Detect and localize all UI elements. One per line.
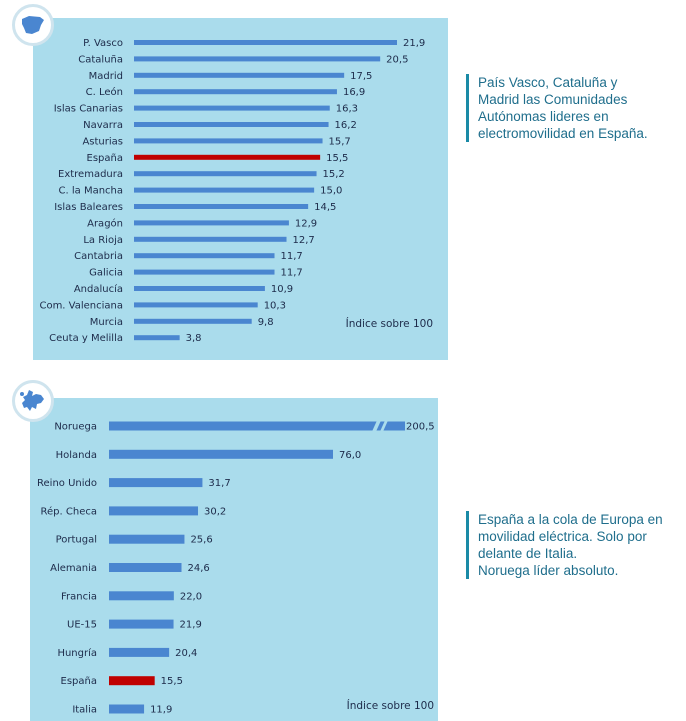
category-label: C. León [86, 86, 123, 98]
spain-caption: País Vasco, Cataluña y Madrid las Comuni… [466, 74, 678, 142]
axis-break-mark [380, 420, 388, 432]
value-label: 30,2 [204, 506, 226, 517]
value-label: 12,9 [295, 218, 317, 229]
value-label: 10,3 [264, 300, 286, 311]
category-label: Com. Valenciana [39, 300, 123, 311]
category-label: Andalucía [74, 283, 123, 295]
value-label: 11,7 [281, 268, 303, 279]
bar [134, 269, 275, 275]
category-label: Alemania [50, 563, 97, 574]
europe-caption: España a la cola de Europa en movilidad … [466, 511, 686, 579]
bar [109, 619, 174, 629]
highlight-bar [109, 676, 155, 686]
category-label: Aragón [87, 217, 123, 229]
category-label: Rép. Checa [41, 505, 97, 517]
bar [134, 318, 252, 324]
value-label: 24,6 [188, 563, 210, 574]
bar [134, 204, 309, 209]
value-label: 20,5 [386, 54, 408, 65]
category-label: Hungría [57, 647, 97, 659]
category-label: Cataluña [78, 54, 123, 65]
bar [134, 138, 323, 144]
category-label: Portugal [56, 535, 97, 546]
value-label: 21,9 [403, 38, 425, 49]
bar [109, 478, 203, 488]
bar [134, 105, 330, 111]
category-label: Cantabria [74, 251, 123, 262]
category-label: Islas Canarias [54, 104, 123, 115]
axis-break-mark [372, 420, 381, 432]
bar [134, 187, 315, 193]
value-label: 10,9 [271, 284, 293, 295]
category-label: España [61, 676, 97, 687]
category-label: Francia [61, 591, 97, 602]
category-label: Ceuta y Melilla [49, 333, 123, 344]
highlight-bar [134, 154, 321, 160]
category-label: España [87, 153, 123, 164]
category-label: Islas Baleares [54, 202, 123, 213]
index-note: Índice sobre 100 [346, 317, 433, 330]
value-label: 12,7 [293, 235, 315, 246]
value-label: 15,5 [161, 676, 183, 687]
value-label: 11,9 [150, 705, 172, 716]
bar [109, 563, 182, 572]
bar [109, 647, 170, 657]
bar [134, 335, 180, 341]
bar [134, 302, 258, 308]
category-label: Reino Unido [37, 478, 97, 489]
bar [134, 56, 381, 62]
value-label: 15,0 [320, 186, 342, 197]
spain-map-icon [12, 4, 54, 46]
category-label: C. la Mancha [59, 186, 123, 197]
category-label: Galicia [89, 268, 123, 279]
value-label: 3,8 [186, 333, 202, 344]
bar [109, 506, 199, 516]
value-label: 20,4 [175, 648, 197, 659]
value-label: 21,9 [180, 620, 202, 631]
value-label: 15,2 [323, 169, 345, 180]
category-label: Murcia [90, 317, 123, 328]
value-label: 31,7 [208, 478, 230, 489]
value-label: 16,2 [335, 120, 357, 131]
bar [134, 40, 397, 45]
index-note: Índice sobre 100 [347, 699, 434, 712]
value-label: 16,3 [336, 104, 358, 115]
value-label: 16,9 [343, 87, 365, 98]
category-label: Navarra [83, 120, 123, 131]
bar [134, 253, 275, 259]
value-label: 200,5 [406, 422, 435, 433]
category-label: Italia [72, 705, 97, 716]
category-label: La Rioja [83, 235, 123, 246]
value-label: 15,7 [329, 136, 351, 147]
category-label: Noruega [54, 422, 97, 433]
bar [134, 286, 265, 291]
bar [109, 534, 185, 544]
bar [134, 72, 345, 78]
bar [109, 449, 333, 459]
bar [134, 220, 289, 226]
bar [134, 171, 317, 177]
bar [109, 591, 174, 601]
value-label: 17,5 [350, 71, 372, 82]
value-label: 22,0 [180, 591, 202, 602]
value-label: 14,5 [314, 202, 336, 213]
bar [109, 421, 405, 431]
bar [134, 122, 329, 127]
bar [134, 89, 337, 95]
category-label: Asturias [82, 136, 123, 147]
value-label: 25,6 [190, 535, 212, 546]
category-label: Extremadura [58, 169, 123, 180]
bar [109, 704, 145, 714]
category-label: UE-15 [67, 620, 97, 631]
value-label: 9,8 [258, 317, 274, 328]
value-label: 11,7 [281, 251, 303, 262]
category-label: P. Vasco [83, 38, 123, 49]
category-label: Holanda [56, 450, 97, 461]
category-label: Madrid [89, 71, 123, 82]
europe-map-icon [12, 380, 54, 422]
value-label: 15,5 [326, 153, 348, 164]
value-label: 76,0 [339, 450, 361, 461]
bar [134, 236, 287, 242]
